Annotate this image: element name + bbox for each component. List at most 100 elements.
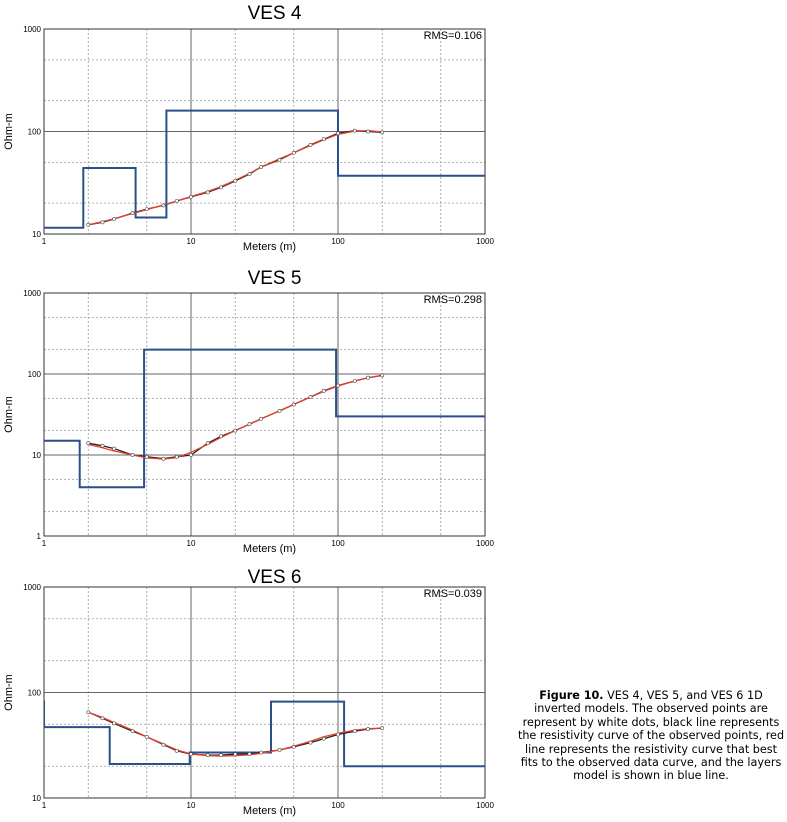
observed-point [277,157,282,162]
layers-model-line [44,109,485,229]
observed-point [100,443,105,448]
observed-point [259,165,264,169]
observed-point [366,129,370,134]
observed-point [205,190,210,195]
observed-point [308,143,313,147]
observed-point [380,130,385,135]
chart-2: VES 5 1 10 100 1000 1 10 100 1000 Meters (m) Ohm-m… [3,268,494,555]
x-tick-label: 1 [42,801,47,810]
grid [44,587,485,798]
observed-point [219,434,223,439]
observed-point [308,395,313,399]
observed-point [336,732,340,737]
observed-point [219,185,223,190]
observed-point [247,751,252,756]
x-tick-label: 1 [42,237,47,246]
observed-point [112,446,117,451]
observed-point [189,195,193,199]
chart-title: VES 4 [248,3,302,24]
observed-point [144,207,149,211]
layers-model-line [44,700,485,768]
observed-point [247,172,252,176]
observed-point [277,409,282,413]
observed-point [336,131,340,136]
x-tick-label: 1000 [476,237,494,246]
caption-label: Figure 10. [539,689,604,702]
observed-point [233,428,238,433]
y-tick-label: 1000 [23,289,41,298]
grid [44,29,485,234]
figure-caption: Figure 10. VES 4, VES 5, and VES 6 1D in… [517,689,785,783]
observed-point [380,373,385,378]
x-axis-label: Meters (m) [243,241,296,253]
observed-point [174,454,179,459]
plot-frame [43,586,486,799]
y-tick-label: 10 [32,794,41,803]
observed-point [86,710,91,715]
x-tick-label: 100 [331,539,345,548]
observed-point [130,453,135,457]
observed-point [233,178,238,183]
observed-point [352,379,357,383]
observed-point [86,441,91,446]
plot-area [44,700,485,768]
x-tick-label: 10 [187,539,196,548]
y-tick-label: 10 [32,451,41,460]
observed-point [291,150,296,155]
chart-title: VES 5 [248,268,302,289]
y-axis-label: Ohm-m [3,396,15,433]
observed-point [336,383,340,388]
observed-point [189,752,193,757]
observed-point [321,736,326,741]
observed-point [291,402,296,407]
observed-point [112,721,117,726]
observed-point [100,220,105,225]
observed-point [308,740,313,745]
observed-point [205,753,210,758]
y-tick-label: 1000 [23,25,41,34]
observed-point [205,441,210,446]
plot-frame [43,28,486,235]
observed-point [321,137,326,142]
observed-point [380,726,385,730]
layers-model-line [44,348,485,489]
observed-point [189,453,193,457]
observed-point [112,217,117,221]
plot-area [44,348,485,489]
grid [44,293,485,536]
x-tick-label: 10 [187,801,196,810]
observed-point [174,748,179,753]
x-tick-label: 100 [331,801,345,810]
x-tick-label: 100 [331,237,345,246]
y-tick-label: 100 [28,370,42,379]
chart-title: VES 6 [248,567,302,588]
x-axis-label: Meters (m) [243,805,296,817]
observed-point [174,199,179,203]
y-tick-label: 1 [37,532,42,541]
observed-point [130,729,135,734]
observed-point [219,753,223,758]
observed-point [321,388,326,393]
y-tick-label: 100 [28,128,42,137]
observed-point [247,422,252,427]
x-axis-label: Meters (m) [243,543,296,555]
rms-label: RMS=0.298 [424,294,482,306]
observed-point [277,748,282,752]
rms-label: RMS=0.039 [424,588,482,600]
observed-point [259,416,264,421]
y-axis-label: Ohm-m [3,674,15,711]
observed-point [144,454,149,459]
x-tick-label: 10 [187,237,196,246]
rms-label: RMS=0.106 [424,30,482,42]
observed-point [100,716,105,721]
y-tick-label: 10 [32,230,41,239]
y-tick-label: 100 [28,689,42,698]
y-tick-label: 1000 [23,583,41,592]
observed-point [259,750,264,755]
x-tick-label: 1000 [476,539,494,548]
observed-point [161,742,166,747]
observed-point [366,375,370,380]
observed-point [352,729,357,734]
